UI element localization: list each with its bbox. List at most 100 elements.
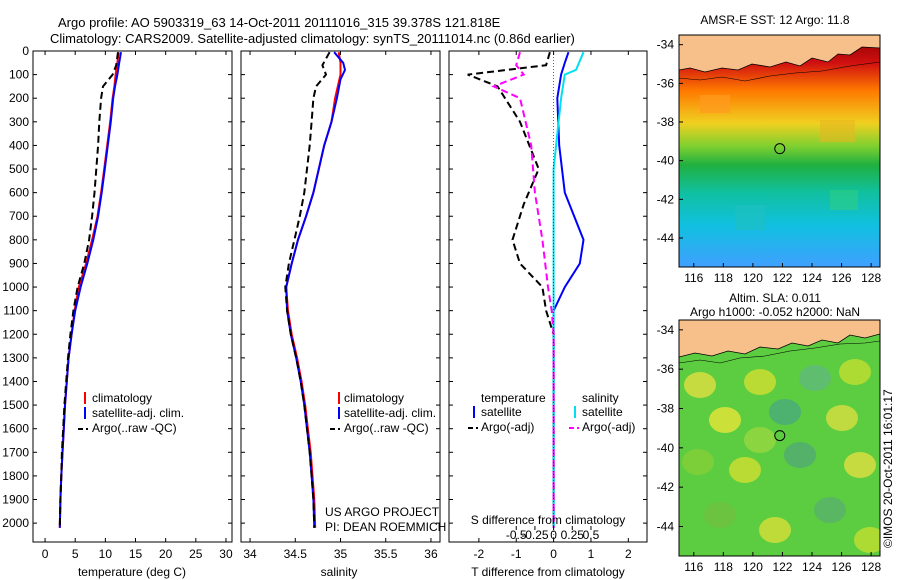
temperature-axes-frame — [32, 50, 233, 543]
salinity-y-ticks — [241, 50, 440, 524]
sst-patch — [700, 95, 730, 113]
sla-map-axes: 116 118 120 122 124 126 128 -34 -36 -38 -40 -42 -44 — [657, 323, 882, 574]
lon-tick-label: 116 — [684, 271, 703, 285]
salinity-legend: climatology satellite-adj. clim. Argo(..… — [330, 391, 436, 435]
sst-patch — [735, 205, 765, 230]
sla-map-title-1: Altim. SLA: 0.011 — [729, 291, 821, 305]
lon-tick-label: 120 — [743, 560, 763, 574]
depth-tick-label: 1300 — [2, 351, 29, 365]
x-tick-label: 0 — [42, 547, 49, 561]
depth-tick-label: 300 — [9, 115, 29, 129]
s-tick-label: -0.25 — [521, 528, 549, 542]
legend-label-climatology: climatology — [344, 391, 404, 405]
sla-anomaly-blob — [729, 457, 761, 483]
lat-tick-label: -42 — [657, 480, 675, 494]
temperature-xlabel: temperature (deg C) — [78, 565, 186, 579]
lat-tick-label: -44 — [657, 231, 675, 245]
sla-anomaly-blob — [814, 497, 846, 523]
temperature-series — [58, 52, 122, 528]
lat-tick-label: -42 — [657, 192, 675, 206]
x-tick-label: 35.5 — [374, 547, 398, 561]
difference-series — [467, 51, 585, 528]
sla-anomaly-blob — [799, 365, 831, 391]
series-line-s-satellite — [552, 51, 585, 528]
sst-contour — [679, 61, 880, 82]
depth-tick-label: 900 — [9, 256, 29, 270]
salinity-x-axis: 34 34.5 35 35.5 36 — [243, 51, 438, 561]
legend-label-satellite: satellite-adj. clim. — [344, 406, 436, 420]
lon-tick-label: 120 — [743, 271, 763, 285]
depth-tick-label: 200 — [9, 91, 29, 105]
lat-tick-label: -40 — [657, 154, 675, 168]
series-line-t-argo-adj — [467, 51, 555, 528]
lon-tick-label: 126 — [832, 271, 852, 285]
lon-tick-label: 128 — [861, 560, 881, 574]
imos-credit: ©IMOS 20-Oct-2011 16:01:17 — [881, 389, 895, 548]
depth-tick-label: 1000 — [2, 280, 29, 294]
series-line-satellite-adj-clim — [285, 51, 347, 528]
depth-tick-label: 1600 — [2, 422, 29, 436]
sla-anomaly-blob — [784, 442, 816, 468]
sst-patch — [820, 120, 855, 142]
depth-tick-label: 0 — [22, 44, 29, 58]
legend-label-climatology: climatology — [92, 391, 152, 405]
x-tick-label: 1 — [588, 547, 595, 561]
argo-float-marker — [774, 143, 786, 155]
sla-map-frame — [678, 319, 881, 557]
header-line-1: Argo profile: AO 5903319_63 14-Oct-2011 … — [58, 15, 501, 30]
sla-anomaly-blob — [844, 452, 876, 478]
series-line-argo-raw-qc — [284, 51, 331, 528]
series-line-s-argo-adj — [491, 51, 555, 528]
lat-tick-label: -34 — [657, 38, 675, 52]
depth-tick-label: 800 — [9, 233, 29, 247]
legend-label-t-satellite: satellite — [481, 405, 522, 419]
sst-map-panel: AMSR-E SST: 12 Argo: 11.8 116 118 120 122 12… — [657, 13, 882, 285]
difference-y-ticks — [449, 50, 647, 524]
project-annotation-line-2: PI: DEAN ROEMMICH — [325, 520, 446, 534]
lon-tick-label: 122 — [772, 560, 792, 574]
legend-label-s-satellite: satellite — [582, 405, 623, 419]
x-tick-label: 30 — [219, 547, 233, 561]
x-tick-label: 15 — [129, 547, 143, 561]
coastline-land — [679, 35, 880, 73]
lon-tick-label: 128 — [861, 271, 881, 285]
depth-tick-label: 100 — [9, 68, 29, 82]
sst-map-frame — [678, 34, 881, 268]
sla-anomaly-blob — [704, 502, 736, 528]
lon-tick-label: 116 — [684, 560, 703, 574]
lat-tick-label: -44 — [657, 520, 675, 534]
salinity-panel: 34 34.5 35 35.5 36 salinity climatology sate… — [240, 50, 446, 579]
x-tick-label: 20 — [159, 547, 173, 561]
temperature-x-axis: 0 5 10 15 20 25 30 — [42, 51, 233, 561]
depth-tick-label: 600 — [9, 186, 29, 200]
lon-tick-label: 124 — [802, 271, 822, 285]
sla-anomaly-blob — [744, 427, 776, 453]
s-tick-label: 0.5 — [583, 528, 600, 542]
sla-anomaly-blob — [684, 372, 716, 398]
x-tick-label: 35 — [334, 547, 348, 561]
legend-label-t-argo: Argo(-adj) — [481, 420, 534, 434]
depth-tick-label: 1800 — [2, 469, 29, 483]
s-difference-label: S difference from climatology — [471, 513, 626, 527]
legend-label-satellite: satellite-adj. clim. — [92, 406, 184, 420]
sla-map-title-2: Argo h1000: -0.052 h2000: NaN — [690, 305, 860, 319]
legend-label-argo: Argo(..raw -QC) — [344, 421, 429, 435]
x-tick-label: 36 — [424, 547, 438, 561]
x-tick-label: -2 — [474, 547, 485, 561]
sla-anomaly-blob — [839, 359, 871, 385]
coastline-land — [679, 320, 880, 358]
project-annotation-line-1: US ARGO PROJECT — [325, 505, 440, 519]
temperature-panel: 0100200300400500600700800900100011001200… — [2, 44, 233, 579]
x-tick-label: 2 — [625, 547, 632, 561]
legend-heading-salinity: salinity — [582, 391, 619, 405]
lon-tick-label: 118 — [714, 560, 733, 574]
lat-tick-label: -36 — [657, 362, 675, 376]
t-difference-xlabel: T difference from climatology — [471, 565, 625, 579]
header-line-2: Climatology: CARS2009. Satellite-adjuste… — [50, 31, 575, 46]
depth-tick-label: 2000 — [2, 516, 29, 530]
legend-label-argo: Argo(..raw -QC) — [92, 421, 177, 435]
series-line-t-satellite — [552, 51, 585, 528]
sla-contour — [679, 340, 880, 364]
lat-tick-label: -40 — [657, 441, 675, 455]
